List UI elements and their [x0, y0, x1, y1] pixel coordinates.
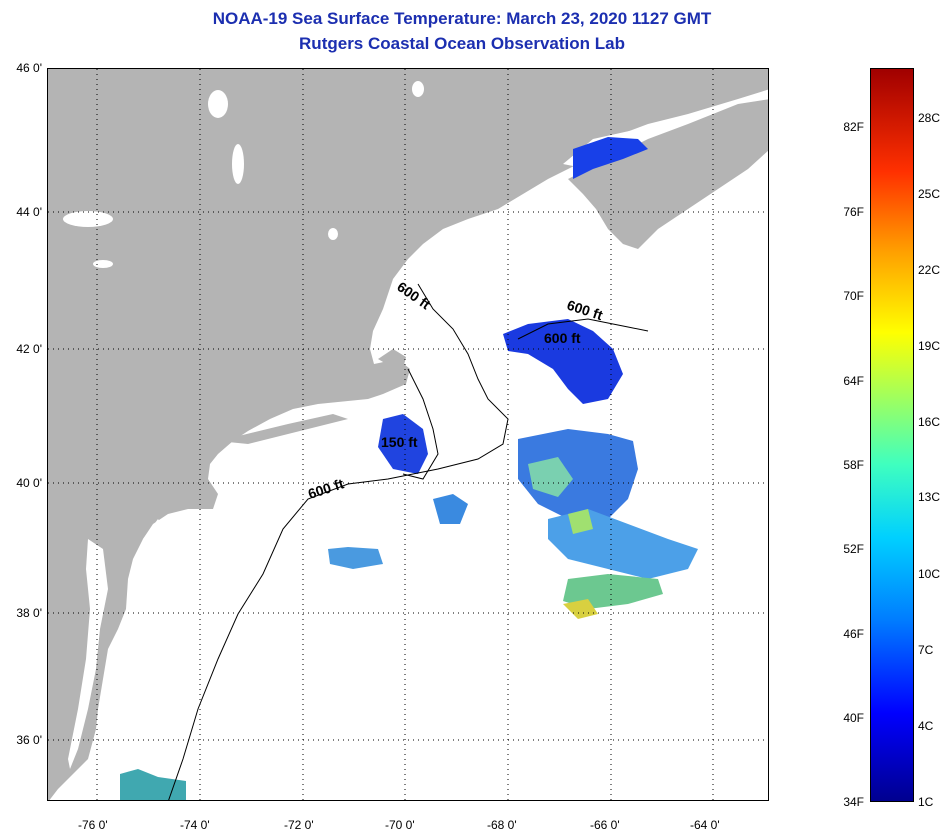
lon-label-72: -72 0': [284, 818, 314, 832]
colorbar-f-64: 64F: [843, 374, 864, 388]
sst-patches: [120, 137, 698, 800]
lon-label-66: -66 0': [590, 818, 620, 832]
colorbar-c-4: 4C: [918, 719, 934, 733]
graticule: [48, 69, 768, 800]
colorbar-f-52: 52F: [843, 542, 864, 556]
colorbar-c-7: 7C: [918, 643, 934, 657]
colorbar-c-1: 1C: [918, 795, 934, 809]
lat-label-36: 36 0': [16, 733, 42, 747]
lat-label-38: 38 0': [16, 606, 42, 620]
colorbar-c-25: 25C: [918, 187, 941, 201]
colorbar-c-10: 10C: [918, 567, 941, 581]
chesapeake-bay: [68, 539, 108, 769]
colorbar-c-19: 19C: [918, 339, 941, 353]
colorbar-f-70: 70F: [843, 289, 864, 303]
land-long-island: [218, 414, 348, 444]
colorbar-c-22: 22C: [918, 263, 941, 277]
colorbar-f-58: 58F: [843, 458, 864, 472]
temperature-colorbar: [870, 68, 914, 802]
land-cape-cod: [378, 349, 406, 369]
lon-label-74: -74 0': [180, 818, 210, 832]
contour-label-3: 600 ft: [544, 330, 581, 346]
lakes: [63, 81, 424, 268]
depth-contours: [168, 283, 649, 800]
sst-map[interactable]: 600 ft 600 ft 600 ft 150 ft 600 ft: [47, 68, 769, 801]
colorbar-c-28: 28C: [918, 111, 941, 125]
lon-label-64: -64 0': [690, 818, 720, 832]
gulf-of-maine: [413, 184, 608, 304]
lon-label-68: -68 0': [487, 818, 517, 832]
lon-label-76: -76 0': [78, 818, 108, 832]
colorbar-f-34: 34F: [843, 795, 864, 809]
contour-label-4: 150 ft: [381, 434, 418, 450]
colorbar-f-76: 76F: [843, 205, 864, 219]
colorbar-f-46: 46F: [843, 627, 864, 641]
colorbar-c-13: 13C: [918, 490, 941, 504]
colorbar-f-40: 40F: [843, 711, 864, 725]
colorbar-f-82: 82F: [843, 120, 864, 134]
land-us-mainland: [48, 69, 768, 800]
lat-label-44: 44 0': [16, 205, 42, 219]
map-subtitle: Rutgers Coastal Ocean Observation Lab: [299, 34, 625, 53]
contour-label-5: 600 ft: [306, 475, 346, 502]
lon-label-70: -70 0': [385, 818, 415, 832]
delaware-bay: [140, 519, 166, 569]
lat-label-40: 40 0': [16, 476, 42, 490]
lat-label-42: 42 0': [16, 342, 42, 356]
colorbar-c-16: 16C: [918, 415, 941, 429]
lat-label-46: 46 0': [16, 61, 42, 75]
map-title: NOAA-19 Sea Surface Temperature: March 2…: [212, 9, 712, 28]
